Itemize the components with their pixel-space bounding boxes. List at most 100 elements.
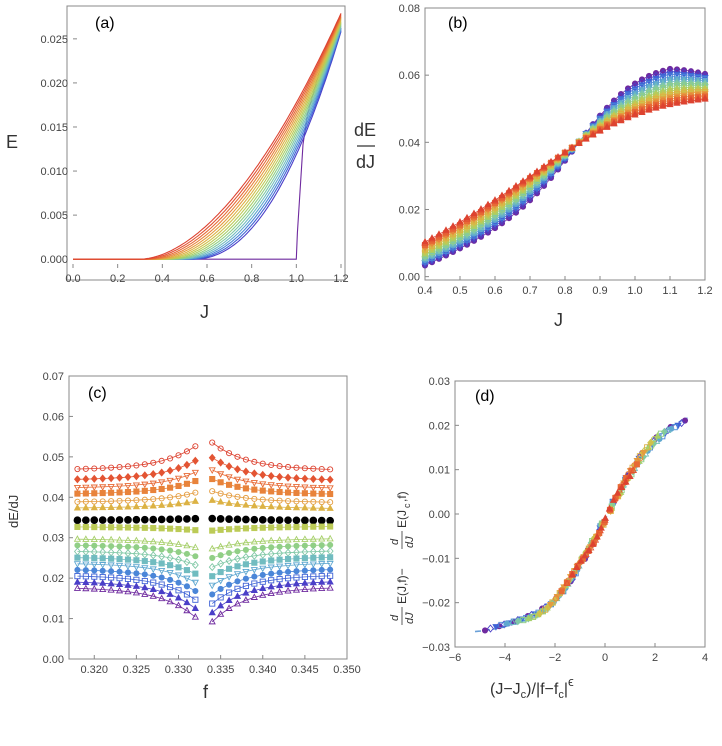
panel-a-frame bbox=[66, 5, 346, 281]
panel-d-frame bbox=[454, 380, 706, 648]
panel-c-point bbox=[310, 465, 317, 472]
panel-d-ylabel-dj1: dJ bbox=[404, 612, 416, 624]
panel-c-point bbox=[234, 483, 241, 490]
panel-b-xtick-label: 0.5 bbox=[452, 285, 467, 297]
panel-c-point bbox=[90, 578, 98, 586]
panel-c-point bbox=[132, 502, 141, 510]
panel-c-point bbox=[192, 596, 199, 603]
panel-c-point bbox=[217, 594, 224, 601]
panel-c-point bbox=[108, 524, 115, 531]
panel-c-point bbox=[150, 559, 157, 566]
panel-c-point bbox=[208, 453, 216, 462]
panel-c-point bbox=[73, 484, 82, 492]
panel-c-point bbox=[259, 550, 267, 559]
panel-d-point bbox=[629, 466, 638, 473]
panel-c-black-point bbox=[90, 516, 99, 524]
panel-b-point bbox=[484, 200, 492, 208]
panel-c-point bbox=[90, 584, 98, 592]
panel-c-point bbox=[276, 488, 283, 496]
panel-c-point bbox=[301, 474, 309, 483]
panel-b-point bbox=[498, 191, 506, 199]
panel-b-point bbox=[449, 222, 457, 229]
panel-a-ytick-label: 0.000 bbox=[40, 254, 68, 266]
panel-c-point bbox=[217, 526, 224, 533]
panel-d-xlabel-a: (J−J bbox=[490, 681, 521, 698]
panel-c-point bbox=[141, 481, 149, 489]
panel-c-point bbox=[141, 558, 148, 565]
panel-c-series-line bbox=[77, 563, 196, 583]
panel-c-point bbox=[90, 503, 98, 511]
panel-b-point bbox=[547, 157, 555, 165]
panel-a-ytick-label: 0.015 bbox=[40, 122, 68, 134]
panel-c-point bbox=[82, 567, 89, 574]
panel-c-point bbox=[284, 524, 292, 531]
panel-c-point bbox=[82, 535, 90, 542]
panel-c-black-point bbox=[250, 515, 259, 524]
panel-d-point bbox=[498, 621, 505, 629]
panel-c-black-point bbox=[284, 516, 292, 525]
panel-c-point bbox=[268, 488, 275, 495]
panel-c-point bbox=[183, 575, 191, 583]
panel-c-point bbox=[149, 566, 157, 574]
panel-d-ytick-label: −0.02 bbox=[422, 598, 450, 610]
panel-c-point bbox=[175, 525, 182, 533]
panel-c-point bbox=[259, 496, 266, 503]
panel-c-point bbox=[74, 554, 81, 561]
panel-d-point bbox=[514, 617, 522, 626]
panel-d-point bbox=[536, 609, 544, 618]
panel-c-point bbox=[158, 560, 165, 567]
panel-c-point bbox=[166, 500, 174, 508]
panel-b-xtick-label: 0.7 bbox=[522, 285, 537, 297]
panel-c-point bbox=[115, 483, 124, 491]
panel-c-point bbox=[99, 562, 107, 569]
panel-d-point bbox=[492, 624, 500, 631]
panel-c-point bbox=[318, 542, 325, 549]
panel-c-point bbox=[158, 587, 166, 595]
panel-c-point bbox=[107, 579, 115, 587]
panel-c-ytick-label: 0.04 bbox=[43, 492, 64, 504]
panel-c-point bbox=[208, 582, 216, 590]
panel-c-point bbox=[242, 568, 250, 576]
panel-c-point bbox=[133, 524, 140, 531]
panel-c-point bbox=[167, 576, 174, 583]
panel-d-point bbox=[664, 426, 672, 433]
panel-b-point bbox=[610, 119, 618, 127]
panel-c-series-line bbox=[77, 588, 196, 618]
panel-c-point bbox=[108, 489, 115, 496]
panel-c-black-point bbox=[233, 515, 242, 524]
panel-c-point bbox=[259, 524, 266, 531]
panel-c-point bbox=[107, 562, 115, 570]
panel-b-series bbox=[421, 65, 709, 269]
panel-d-point bbox=[640, 450, 648, 457]
panel-c-point bbox=[191, 579, 199, 587]
panel-b-point bbox=[673, 99, 681, 106]
panel-d-ytick-label: 0.00 bbox=[429, 509, 450, 521]
panel-c-point bbox=[209, 527, 216, 534]
panel-c-point bbox=[309, 474, 317, 484]
panel-c-point bbox=[132, 536, 141, 544]
panel-b-xtick-label: 0.8 bbox=[557, 285, 572, 297]
panel-a-xtick-label: 0.4 bbox=[155, 273, 170, 285]
panel-c-point bbox=[250, 501, 258, 509]
panel-c-point bbox=[251, 495, 258, 502]
panel-a-series bbox=[73, 13, 342, 260]
panel-c-point bbox=[116, 543, 123, 550]
panel-c-point bbox=[108, 464, 115, 471]
panel-c-point bbox=[251, 573, 258, 580]
panel-c-point bbox=[284, 489, 292, 496]
panel-c-point bbox=[234, 578, 241, 585]
panel-c-point bbox=[301, 503, 309, 511]
panel-c-point bbox=[183, 473, 191, 480]
panel-d-xlabel-exp: ϵ bbox=[568, 674, 574, 689]
panel-c-point bbox=[73, 578, 82, 585]
panel-c-point bbox=[90, 474, 98, 483]
panel-c-xtick-label: 0.345 bbox=[291, 664, 319, 676]
panel-d-series bbox=[474, 417, 689, 634]
panel-c-point bbox=[251, 524, 258, 532]
panel-b-point bbox=[463, 213, 471, 221]
panel-b-point bbox=[435, 230, 443, 237]
panel-d-point bbox=[508, 618, 516, 625]
panel-c-point bbox=[133, 488, 140, 495]
panel-c-point bbox=[250, 480, 258, 487]
panel-d-point bbox=[581, 551, 589, 559]
